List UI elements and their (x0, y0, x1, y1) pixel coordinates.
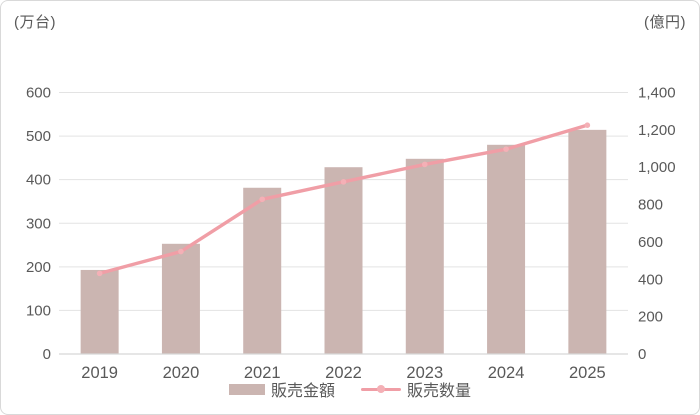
line-marker (259, 196, 266, 203)
legend-label-sales-amount: 販売金額 (270, 383, 335, 400)
left-axis-tick-label: 0 (43, 346, 51, 363)
legend-item-sales-quantity: 販売数量 (361, 377, 471, 401)
x-axis-label: 2024 (488, 364, 525, 382)
left-axis-tick-label: 500 (26, 128, 51, 145)
line-marker-icon (377, 385, 385, 393)
right-axis-tick-label: 1,200 (638, 122, 676, 139)
left-axis-unit-label: (万台) (14, 14, 56, 31)
left-axis-tick-label: 100 (26, 302, 51, 319)
chart-legend: 販売金額 販売数量 (1, 377, 699, 401)
right-axis-tick-label: 800 (638, 197, 663, 214)
line-series-swatch (361, 385, 401, 393)
sales-amount-bar (568, 129, 607, 354)
line-marker (503, 146, 509, 152)
left-axis-tick-label: 300 (26, 215, 51, 232)
line-marker (421, 161, 428, 168)
right-axis-tick-label: 1,000 (638, 159, 676, 176)
left-axis-tick-label: 400 (26, 172, 51, 189)
left-axis-tick-label: 200 (26, 259, 51, 276)
legend-label-sales-quantity: 販売数量 (407, 383, 472, 400)
right-axis-tick-label: 600 (638, 234, 663, 251)
sales-amount-bar (80, 269, 119, 354)
x-axis-label: 2020 (163, 364, 200, 382)
right-axis-tick-label: 400 (638, 271, 663, 288)
x-axis-label: 2025 (569, 364, 606, 382)
x-axis-label: 2019 (81, 364, 118, 382)
right-axis-unit-label: (億円) (644, 14, 686, 31)
right-axis-tick-label: 1,400 (638, 85, 676, 102)
left-axis-tick-label: 600 (26, 85, 51, 102)
bar-series-swatch (228, 383, 265, 395)
sales-amount-bar (405, 158, 444, 354)
sales-amount-bar (487, 144, 526, 354)
x-axis-label: 2021 (244, 364, 281, 382)
right-axis-tick-label: 0 (638, 346, 646, 363)
sales-amount-bar (161, 243, 200, 354)
right-axis-tick-label: 200 (638, 309, 663, 326)
sales-amount-bar (324, 167, 363, 354)
x-axis-label: 2023 (406, 364, 443, 382)
line-marker (340, 179, 347, 185)
line-marker (584, 122, 591, 128)
line-marker (178, 248, 184, 255)
sales-amount-bar (243, 187, 282, 354)
legend-item-sales-amount: 販売金額 (228, 377, 335, 401)
line-marker (96, 270, 103, 277)
x-axis-label: 2022 (325, 364, 362, 382)
